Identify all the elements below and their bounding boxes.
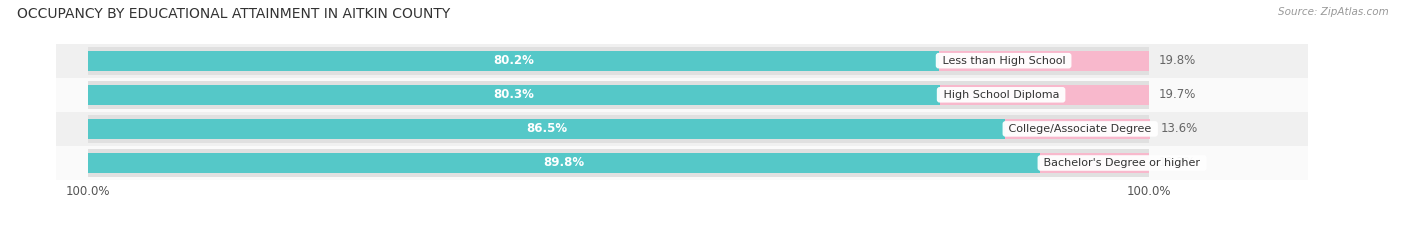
Bar: [89, 115, 1149, 143]
Bar: [89, 149, 1149, 177]
Bar: [56, 44, 1308, 78]
Bar: [939, 51, 1149, 71]
Bar: [1005, 119, 1150, 139]
Text: Less than High School: Less than High School: [939, 56, 1069, 66]
Bar: [89, 81, 1149, 109]
Text: 80.3%: 80.3%: [494, 88, 534, 101]
Bar: [56, 146, 1308, 180]
Bar: [89, 153, 1040, 173]
Text: Source: ZipAtlas.com: Source: ZipAtlas.com: [1278, 7, 1389, 17]
Bar: [89, 47, 1149, 75]
Bar: [89, 85, 939, 105]
Text: 86.5%: 86.5%: [526, 122, 567, 135]
Text: High School Diploma: High School Diploma: [939, 90, 1063, 100]
Bar: [1040, 153, 1149, 173]
Text: 80.2%: 80.2%: [494, 54, 534, 67]
Bar: [939, 85, 1149, 105]
Text: 10.2%: 10.2%: [1159, 157, 1197, 169]
Text: College/Associate Degree: College/Associate Degree: [1005, 124, 1156, 134]
Bar: [89, 51, 939, 71]
Bar: [56, 112, 1308, 146]
Text: 89.8%: 89.8%: [544, 157, 585, 169]
Bar: [89, 119, 1005, 139]
Text: 19.8%: 19.8%: [1159, 54, 1197, 67]
Text: 19.7%: 19.7%: [1159, 88, 1197, 101]
Bar: [56, 78, 1308, 112]
Text: OCCUPANCY BY EDUCATIONAL ATTAINMENT IN AITKIN COUNTY: OCCUPANCY BY EDUCATIONAL ATTAINMENT IN A…: [17, 7, 450, 21]
Text: 13.6%: 13.6%: [1160, 122, 1198, 135]
Text: Bachelor's Degree or higher: Bachelor's Degree or higher: [1040, 158, 1204, 168]
